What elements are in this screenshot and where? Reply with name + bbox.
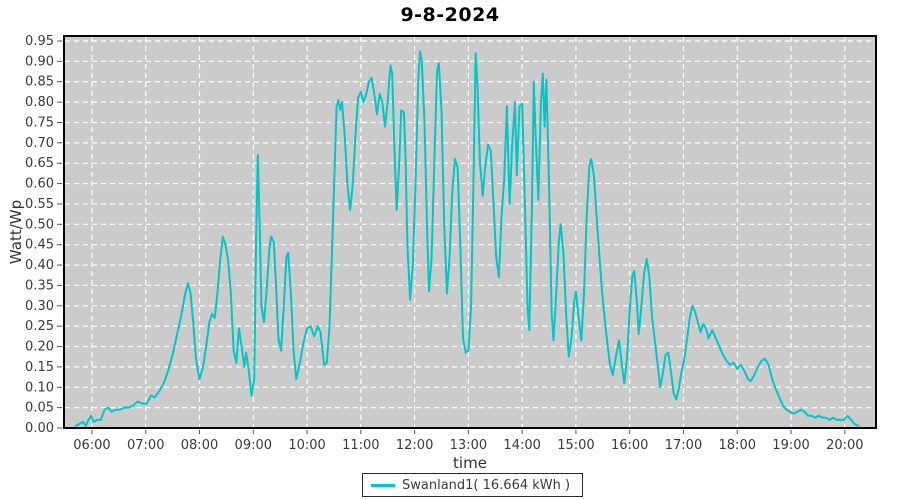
y-tick-label: 0.40 (25, 258, 54, 273)
chart-title: 9-8-2024 (400, 4, 500, 26)
x-tick-label: 09:00 (235, 438, 272, 453)
x-axis-label: time (453, 454, 487, 472)
y-tick-label: 0.45 (25, 238, 54, 253)
y-tick-label: 0.25 (25, 319, 54, 334)
x-tick-label: 11:00 (342, 438, 379, 453)
x-tick-label: 20:00 (826, 438, 863, 453)
y-tick-label: 0.00 (25, 421, 54, 436)
y-tick-label: 0.65 (25, 156, 54, 171)
x-tick-label: 08:00 (181, 438, 218, 453)
tick-labels: 06:00 07:00 08:00 09:00 10:00 11:00 12:00 13:00… (25, 34, 863, 453)
x-tick-label: 06:00 (73, 438, 110, 453)
y-tick-label: 0.35 (25, 278, 54, 293)
y-tick-label: 0.55 (25, 197, 54, 212)
legend-label: Swanland1( 16.664 kWh ) (402, 477, 571, 493)
y-tick-label: 0.95 (25, 34, 54, 49)
y-tick-label: 0.90 (25, 54, 54, 69)
plot-area (64, 36, 876, 428)
y-tick-label: 0.50 (25, 217, 54, 232)
x-tick-label: 12:00 (396, 438, 433, 453)
x-tick-label: 10:00 (288, 438, 325, 453)
x-tick-label: 07:00 (127, 438, 164, 453)
y-tick-label: 0.10 (25, 380, 54, 395)
x-tick-label: 18:00 (719, 438, 756, 453)
gridlines (65, 37, 875, 427)
y-tick-label: 0.75 (25, 115, 54, 130)
plot-frame (63, 35, 877, 429)
x-tick-label: 17:00 (665, 438, 702, 453)
series-line (74, 50, 861, 429)
y-tick-label: 0.20 (25, 340, 54, 355)
legend: Swanland1( 16.664 kWh ) (362, 473, 584, 497)
y-tick-label: 0.80 (25, 95, 54, 110)
x-tick-label: 14:00 (503, 438, 540, 453)
x-tick-label: 15:00 (557, 438, 594, 453)
y-tick-label: 0.85 (25, 75, 54, 90)
tick-marks (57, 40, 846, 434)
y-tick-label: 0.15 (25, 360, 54, 375)
x-tick-label: 13:00 (450, 438, 487, 453)
y-axis-label: Watt/Wp (7, 200, 25, 264)
y-tick-label: 0.05 (25, 401, 54, 416)
y-tick-label: 0.30 (25, 299, 54, 314)
y-tick-label: 0.70 (25, 136, 54, 151)
legend-line-swatch (371, 483, 395, 487)
y-tick-label: 0.60 (25, 177, 54, 192)
x-tick-label: 19:00 (772, 438, 809, 453)
x-tick-label: 16:00 (611, 438, 648, 453)
